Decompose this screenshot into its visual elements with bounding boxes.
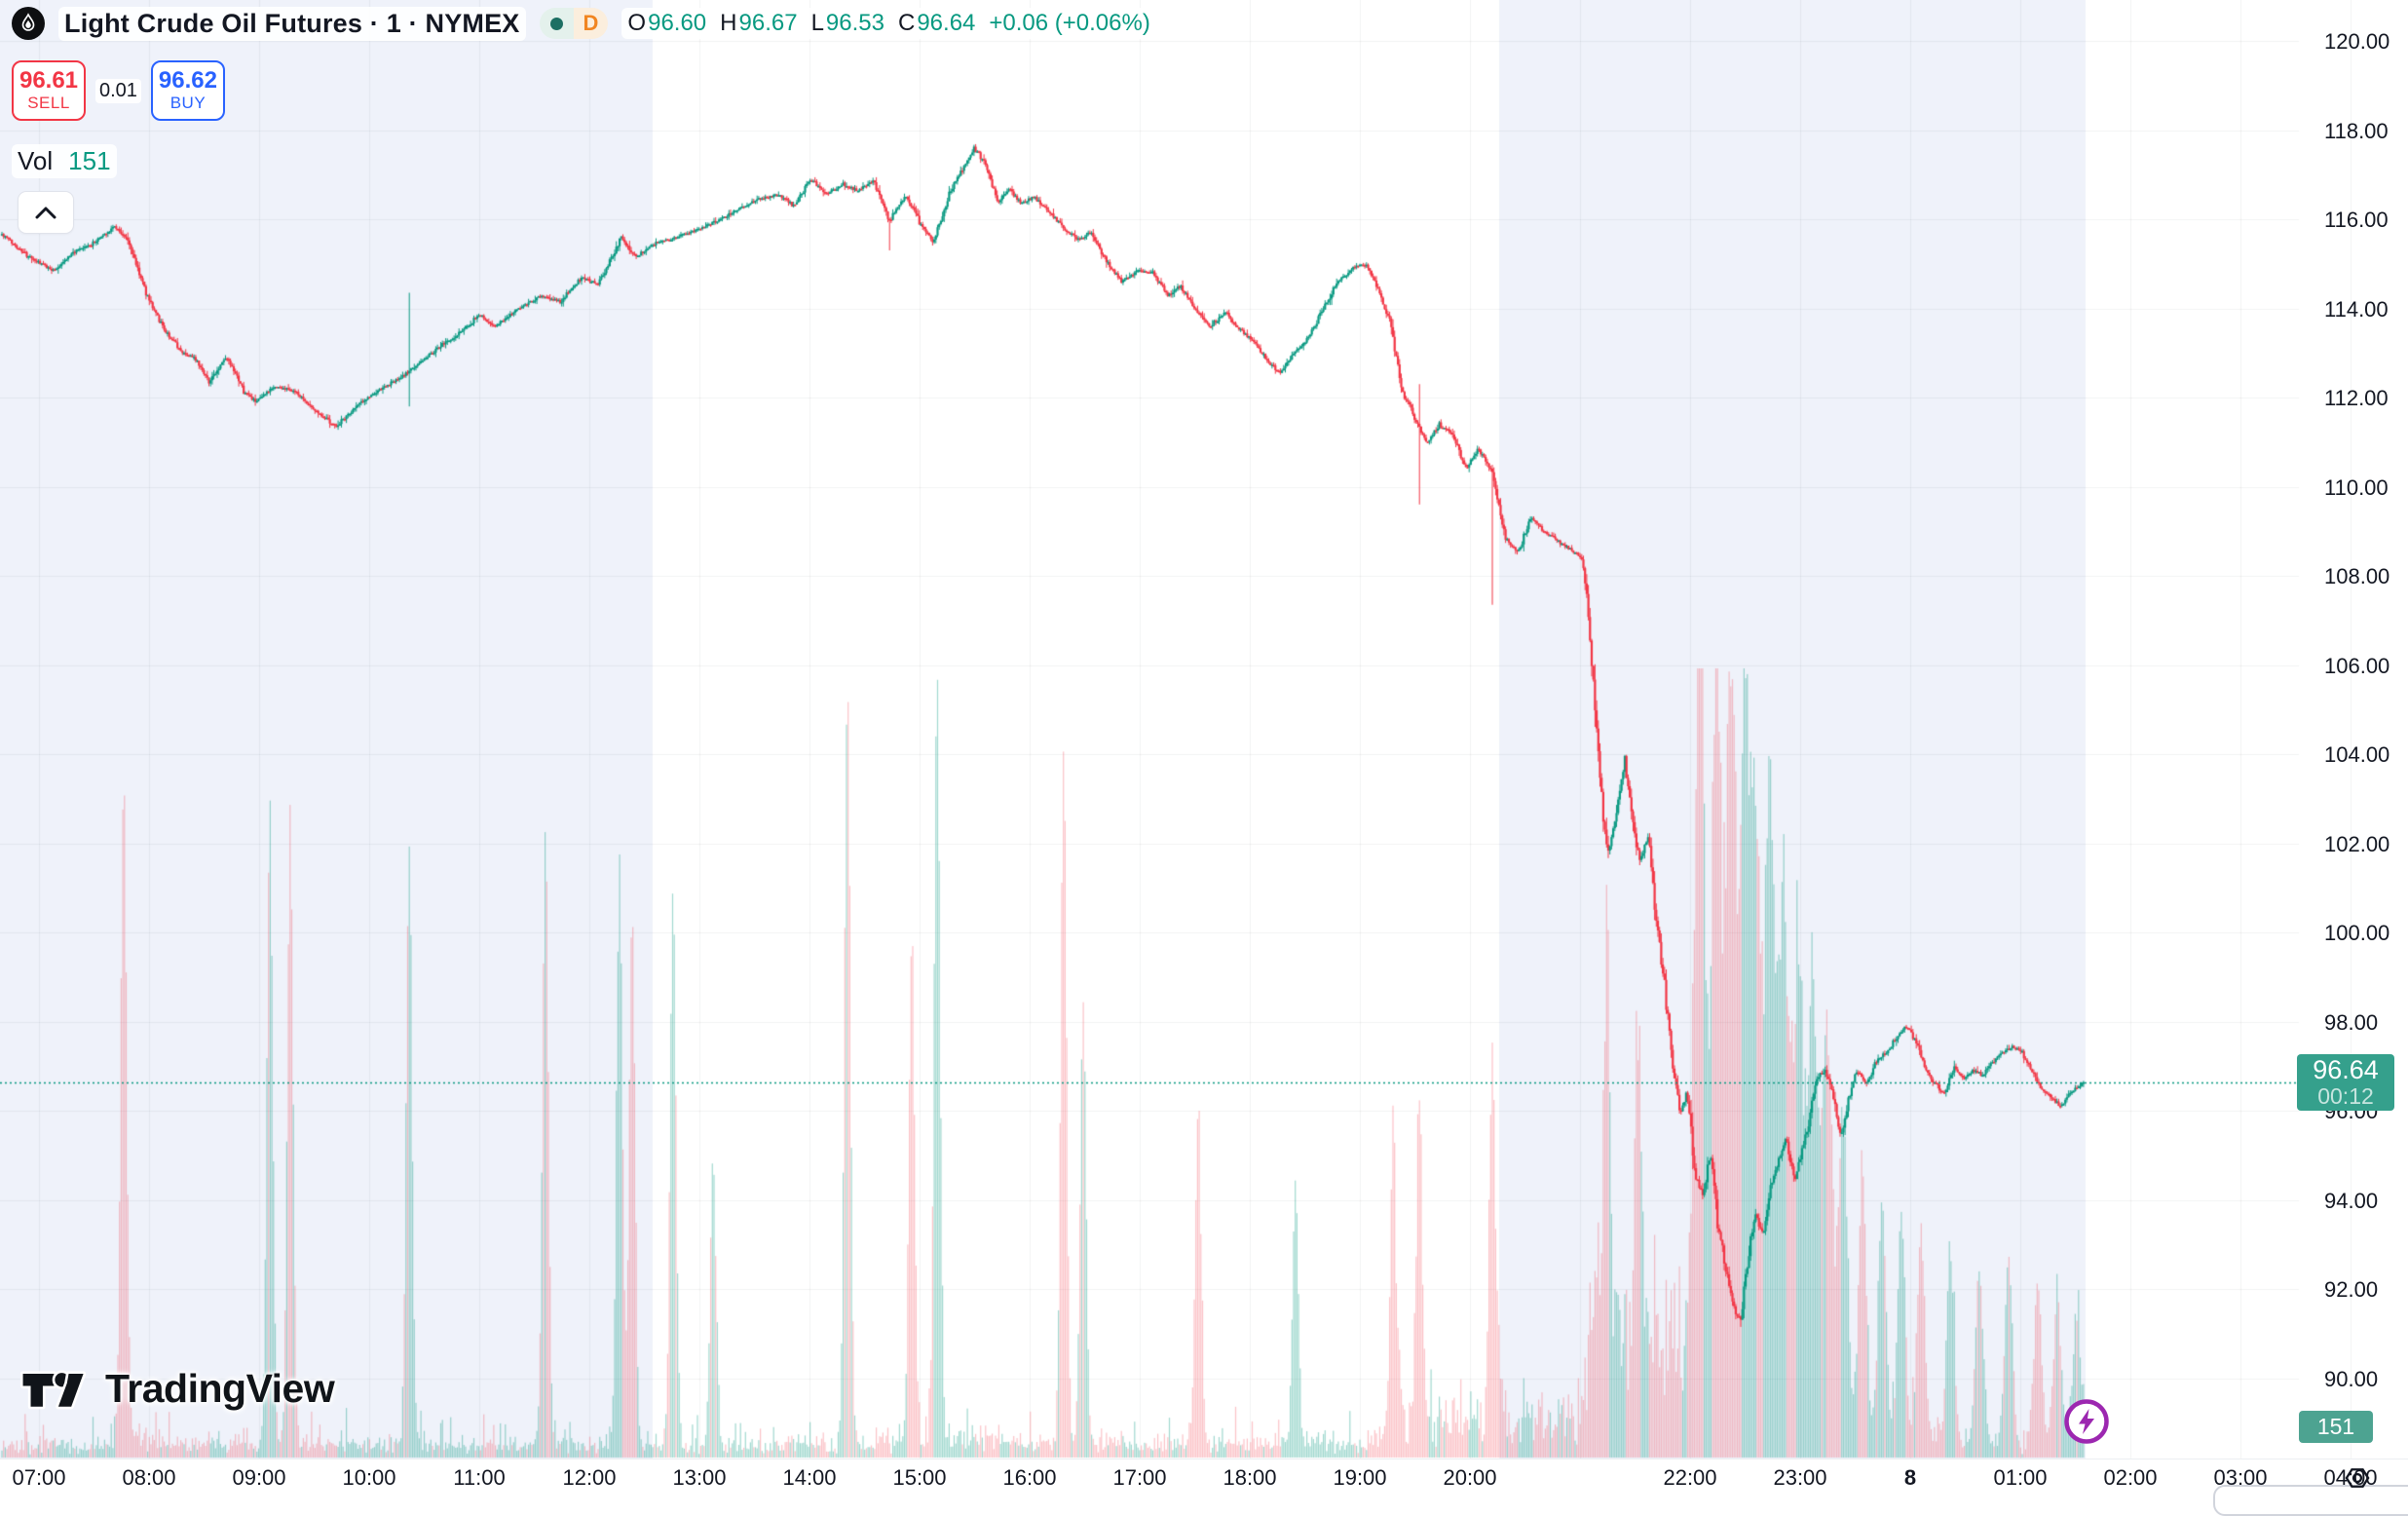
collapse-toolbar-button[interactable]	[18, 191, 74, 234]
time-tick-label: 16:00	[1002, 1465, 1057, 1490]
buy-label: BUY	[169, 93, 207, 112]
time-tick-label: 12:00	[562, 1465, 617, 1490]
order-panel: 96.61 SELL 0.01 96.62 BUY	[12, 60, 225, 121]
price-tick-label: 116.00	[2324, 208, 2389, 232]
last-price-badge: 96.64 00:12	[2297, 1053, 2394, 1111]
time-tick-label: 01:00	[1993, 1465, 2048, 1490]
price-tick-label: 118.00	[2324, 118, 2389, 143]
price-tick-label: 98.00	[2324, 1009, 2379, 1035]
volume-badge-value: 151	[2316, 1414, 2355, 1439]
flash-order-button[interactable]	[2062, 1397, 2111, 1446]
price-tick-label: 104.00	[2324, 742, 2390, 767]
close-value: 96.64	[917, 10, 976, 36]
sell-price: 96.61	[19, 67, 79, 95]
tradingview-watermark: TradingView	[19, 1366, 335, 1412]
time-tick-label: 8	[1903, 1465, 1917, 1490]
time-axis[interactable]: 07:00 08:00 09:00 10:00 11:00 12:00 13:00 14:00…	[0, 1459, 2408, 1497]
last-price-value: 96.64	[2313, 1055, 2379, 1085]
price-tick-label: 90.00	[2324, 1366, 2379, 1391]
price-tick-label: 110.00	[2324, 474, 2389, 500]
time-tick-label: 14:00	[782, 1465, 837, 1490]
open-label: O	[627, 10, 647, 36]
time-tick-label: 02:00	[2103, 1465, 2158, 1490]
time-tick-label: 13:00	[672, 1465, 727, 1490]
low-label: L	[810, 10, 824, 36]
close-label: C	[897, 10, 916, 36]
time-tick-label: 20:00	[1443, 1465, 1497, 1490]
goto-realtime-button[interactable]	[2213, 1485, 2408, 1516]
change-value: +0.06 (+0.06%)	[989, 10, 1150, 36]
volume-legend[interactable]: Vol 151	[12, 144, 117, 178]
time-tick-label: 10:00	[342, 1465, 396, 1490]
buy-price: 96.62	[158, 67, 217, 95]
time-tick-label: 08:00	[122, 1465, 176, 1490]
time-tick-label: 18:00	[1223, 1465, 1277, 1490]
sell-button[interactable]: 96.61 SELL	[12, 60, 86, 121]
price-tick-label: 94.00	[2324, 1188, 2379, 1213]
time-tick-label: 07:00	[12, 1465, 66, 1490]
price-tick-label: 106.00	[2324, 653, 2390, 678]
buy-button[interactable]: 96.62 BUY	[150, 60, 225, 121]
market-open-dot-icon	[549, 17, 563, 30]
spread-value: 0.01	[95, 78, 141, 103]
price-tick-label: 92.00	[2324, 1277, 2379, 1302]
volume-value-badge: 151	[2299, 1411, 2373, 1443]
settings-gear-icon[interactable]	[2340, 1461, 2375, 1495]
time-tick-label: 17:00	[1112, 1465, 1167, 1490]
watermark-text: TradingView	[105, 1366, 335, 1411]
ohlc-readout: O 96.60 H 96.67 L 96.53 C 96.64 +0.06 (+0.06…	[621, 8, 1156, 39]
open-value: 96.60	[648, 10, 707, 36]
symbol-title[interactable]: Light Crude Oil Futures · 1 · NYMEX	[58, 6, 526, 41]
interval-badge: D	[573, 8, 609, 39]
high-label: H	[720, 10, 737, 36]
price-tick-label: 114.00	[2324, 296, 2389, 322]
market-status-pill[interactable]: D	[539, 8, 609, 39]
time-tick-label: 11:00	[453, 1465, 506, 1490]
volume-indicator-label: Vol	[18, 146, 54, 175]
chevron-up-icon	[35, 207, 56, 218]
high-value: 96.67	[738, 10, 798, 36]
sell-label: SELL	[27, 93, 70, 112]
bar-countdown: 00:12	[2317, 1082, 2374, 1109]
time-tick-label: 19:00	[1333, 1465, 1387, 1490]
tradingview-logo-icon	[19, 1370, 87, 1409]
time-tick-label: 23:00	[1773, 1465, 1827, 1490]
price-tick-label: 120.00	[2324, 29, 2390, 54]
time-tick-label: 09:00	[232, 1465, 286, 1490]
oil-drop-icon	[12, 7, 45, 40]
price-tick-label: 108.00	[2324, 564, 2390, 588]
time-tick-label: 22:00	[1663, 1465, 1717, 1490]
price-tick-label: 112.00	[2324, 386, 2389, 410]
time-tick-label: 15:00	[892, 1465, 947, 1490]
low-value: 96.53	[825, 10, 884, 36]
price-tick-label: 100.00	[2324, 921, 2390, 945]
price-tick-label: 102.00	[2324, 831, 2390, 856]
volume-indicator-value: 151	[68, 146, 111, 175]
